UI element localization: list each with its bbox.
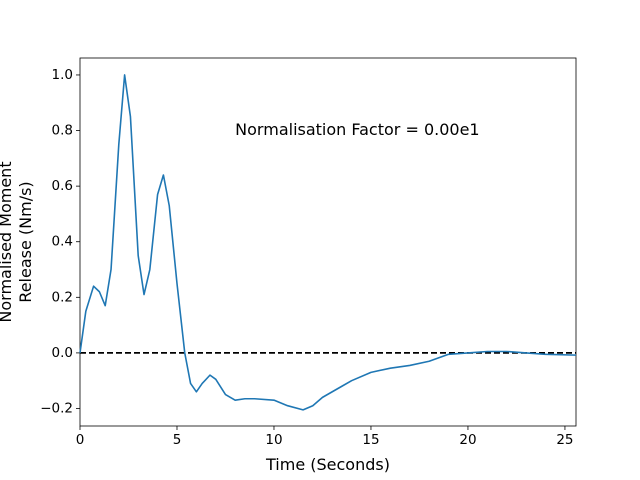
y-tick-label: 1.0 (52, 67, 73, 83)
y-tick-label: 0.4 (52, 234, 73, 250)
y-axis-label-line: Normalised Moment (0, 161, 15, 322)
x-tick-label: 20 (459, 432, 476, 448)
y-tick-label: 0.2 (52, 289, 73, 305)
y-tick-label: 0.0 (52, 345, 73, 361)
x-tick-label: 5 (173, 432, 182, 448)
line-series (79, 74, 577, 411)
y-tick-label: 0.8 (52, 123, 73, 139)
x-tick-label: 25 (556, 432, 573, 448)
x-tick-label: 15 (362, 432, 379, 448)
x-tick-label: 0 (76, 432, 85, 448)
y-tick-label: −0.2 (40, 400, 73, 416)
y-axis-label: Normalised Moment Release (Nm/s) (0, 161, 35, 322)
x-axis-label: Time (Seconds) (265, 455, 390, 474)
plot-frame (79, 57, 577, 427)
y-axis-label-line: Release (Nm/s) (16, 181, 35, 302)
x-tick-label: 10 (265, 432, 282, 448)
y-tick-label: 0.6 (52, 178, 73, 194)
annotation: Normalisation Factor = 0.00e1 (235, 120, 479, 139)
